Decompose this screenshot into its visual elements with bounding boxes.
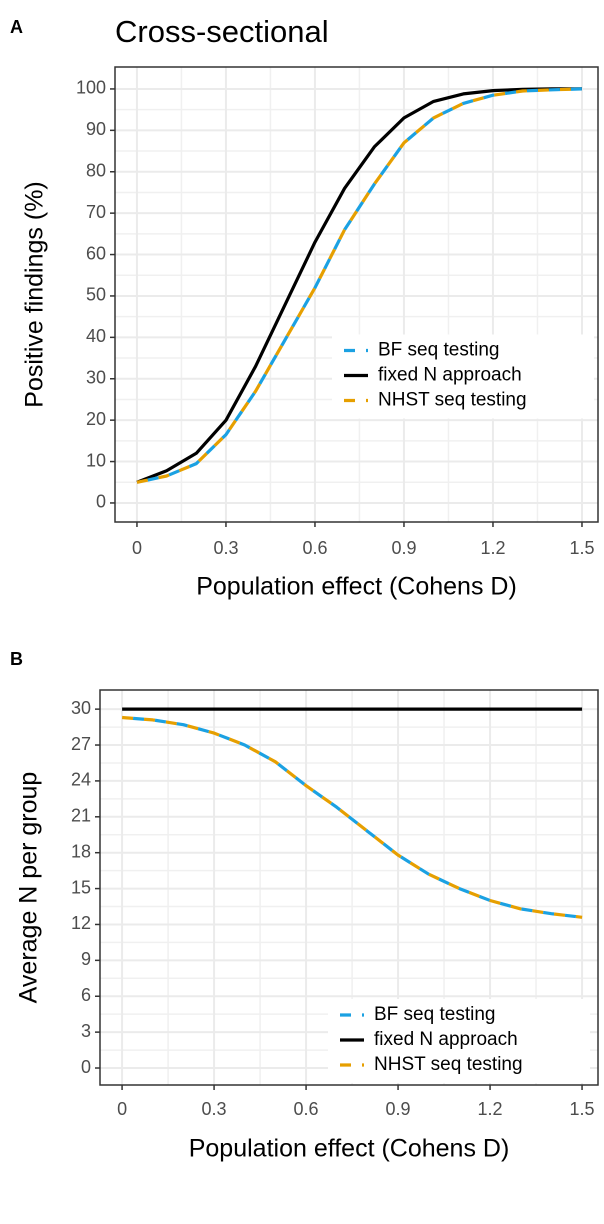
x-tick-label: 0.6 <box>302 538 327 558</box>
y-tick-label: 40 <box>86 326 106 346</box>
y-tick-label: 21 <box>71 806 91 826</box>
legend-label: BF seq testing <box>378 340 499 361</box>
legend-label: fixed N approach <box>374 1029 518 1050</box>
x-tick-label: 0.9 <box>386 1099 411 1119</box>
y-tick-label: 100 <box>76 78 106 98</box>
x-axis-title: Population effect (Cohens D) <box>196 573 517 601</box>
y-tick-label: 70 <box>86 202 106 222</box>
legend-label: NHST seq testing <box>374 1054 523 1075</box>
x-tick-label: 0.6 <box>294 1099 319 1119</box>
y-axis-title: Positive findings (%) <box>21 181 49 407</box>
y-tick-label: 80 <box>86 160 106 180</box>
series-line <box>121 715 583 919</box>
plot-background <box>115 67 598 522</box>
y-axis-title: Average N per group <box>15 772 43 1004</box>
y-tick-label: 18 <box>71 841 91 861</box>
x-tick-label: 0.9 <box>391 538 416 558</box>
x-tick-label: 0.3 <box>202 1099 227 1119</box>
y-tick-label: 27 <box>71 734 91 754</box>
x-tick-label: 0.3 <box>213 538 238 558</box>
y-tick-label: 90 <box>86 119 106 139</box>
panel-label: B <box>10 649 23 669</box>
y-tick-label: 10 <box>86 450 106 470</box>
x-axis-title: Population effect (Cohens D) <box>189 1135 510 1163</box>
x-tick-label: 1.5 <box>569 538 594 558</box>
series-line <box>136 87 582 484</box>
y-tick-label: 50 <box>86 285 106 305</box>
legend-box <box>332 334 594 419</box>
panel-label: A <box>10 17 23 37</box>
y-tick-label: 60 <box>86 243 106 263</box>
legend-label: NHST seq testing <box>378 390 527 411</box>
y-tick-label: 24 <box>71 770 91 790</box>
y-tick-label: 0 <box>81 1057 91 1077</box>
y-tick-label: 3 <box>81 1021 91 1041</box>
x-tick-label: 1.2 <box>478 1099 503 1119</box>
y-tick-label: 9 <box>81 949 91 969</box>
legend-label: BF seq testing <box>374 1004 495 1025</box>
legend-label: fixed N approach <box>378 365 522 386</box>
y-tick-label: 30 <box>71 698 91 718</box>
plot-border <box>114 66 599 523</box>
plot-border <box>99 689 599 1086</box>
chart-title: Cross-sectional <box>115 14 329 49</box>
x-tick-label: 0 <box>117 1099 127 1119</box>
x-tick-label: 0 <box>132 538 142 558</box>
y-tick-label: 0 <box>96 492 106 512</box>
y-tick-label: 20 <box>86 409 106 429</box>
x-tick-label: 1.5 <box>570 1099 595 1119</box>
x-tick-label: 1.2 <box>480 538 505 558</box>
y-tick-label: 6 <box>81 985 91 1005</box>
y-tick-label: 30 <box>86 368 106 388</box>
y-tick-label: 15 <box>71 877 91 897</box>
legend-box <box>328 999 590 1083</box>
y-tick-label: 12 <box>71 913 91 933</box>
series-line <box>136 87 583 484</box>
